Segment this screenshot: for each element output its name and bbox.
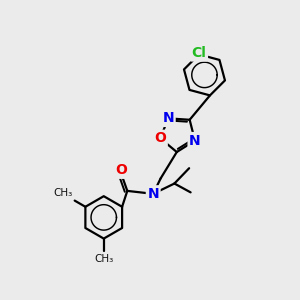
Text: CH₃: CH₃ <box>94 254 113 265</box>
Text: O: O <box>115 163 127 177</box>
Text: O: O <box>154 131 166 145</box>
Text: CH₃: CH₃ <box>53 188 72 198</box>
Text: N: N <box>147 187 159 201</box>
Text: N: N <box>189 134 201 148</box>
Text: N: N <box>162 111 174 125</box>
Text: Cl: Cl <box>191 46 206 60</box>
